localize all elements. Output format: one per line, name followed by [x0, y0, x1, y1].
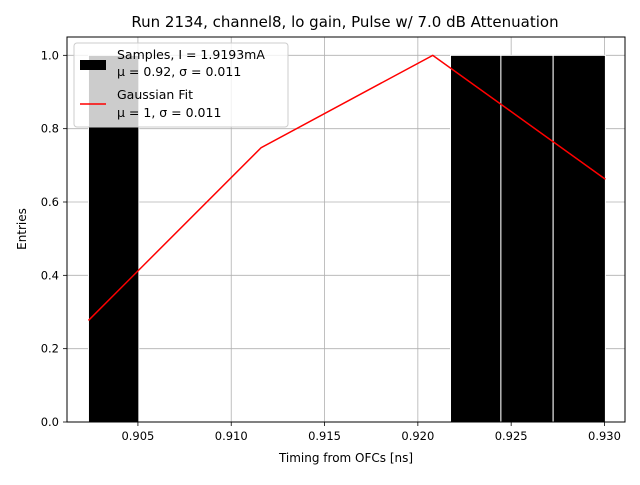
- y-tick-label: 0.4: [41, 268, 59, 282]
- x-tick-label: 0.920: [401, 429, 434, 443]
- legend-histogram-stats: μ = 0.92, σ = 0.011: [117, 64, 241, 79]
- histogram-bar: [552, 54, 606, 423]
- legend-box: [73, 42, 289, 128]
- y-axis-ticks: 0.0 0.2 0.4 0.6 0.8 1.0: [41, 48, 67, 429]
- plot-frame: [66, 36, 626, 423]
- chart-title: Run 2134, channel8, lo gain, Pulse w/ 7.…: [131, 13, 558, 31]
- y-tick-label: 0.6: [41, 195, 59, 209]
- x-axis-ticks: 0.905 0.910 0.915 0.920 0.925 0.930: [121, 422, 621, 443]
- legend-histogram-label: Samples, I = 1.9193mA: [117, 47, 265, 62]
- x-tick-label: 0.930: [588, 429, 621, 443]
- legend-fit-label: Gaussian Fit: [117, 87, 193, 102]
- x-tick-label: 0.925: [495, 429, 528, 443]
- histogram-bars: [87, 54, 606, 423]
- legend: Samples, I = 1.9193mA μ = 0.92, σ = 0.01…: [73, 42, 289, 128]
- y-tick-label: 1.0: [41, 48, 59, 62]
- x-tick-label: 0.910: [215, 429, 248, 443]
- y-axis-label: Entries: [15, 208, 29, 250]
- y-tick-label: 0.8: [41, 122, 59, 136]
- x-tick-label: 0.905: [121, 429, 154, 443]
- x-axis-label: Timing from OFCs [ns]: [278, 451, 413, 465]
- fit-curve-layer: [87, 54, 606, 321]
- legend-histogram-swatch: [80, 60, 106, 70]
- legend-fit-stats: μ = 1, σ = 0.011: [117, 105, 221, 120]
- y-tick-label: 0.2: [41, 342, 59, 356]
- gaussian-fit-line: [87, 54, 606, 321]
- y-tick-label: 0.0: [41, 415, 59, 429]
- x-tick-label: 0.915: [308, 429, 341, 443]
- histogram-bar: [500, 54, 554, 423]
- histogram-bar: [450, 54, 502, 423]
